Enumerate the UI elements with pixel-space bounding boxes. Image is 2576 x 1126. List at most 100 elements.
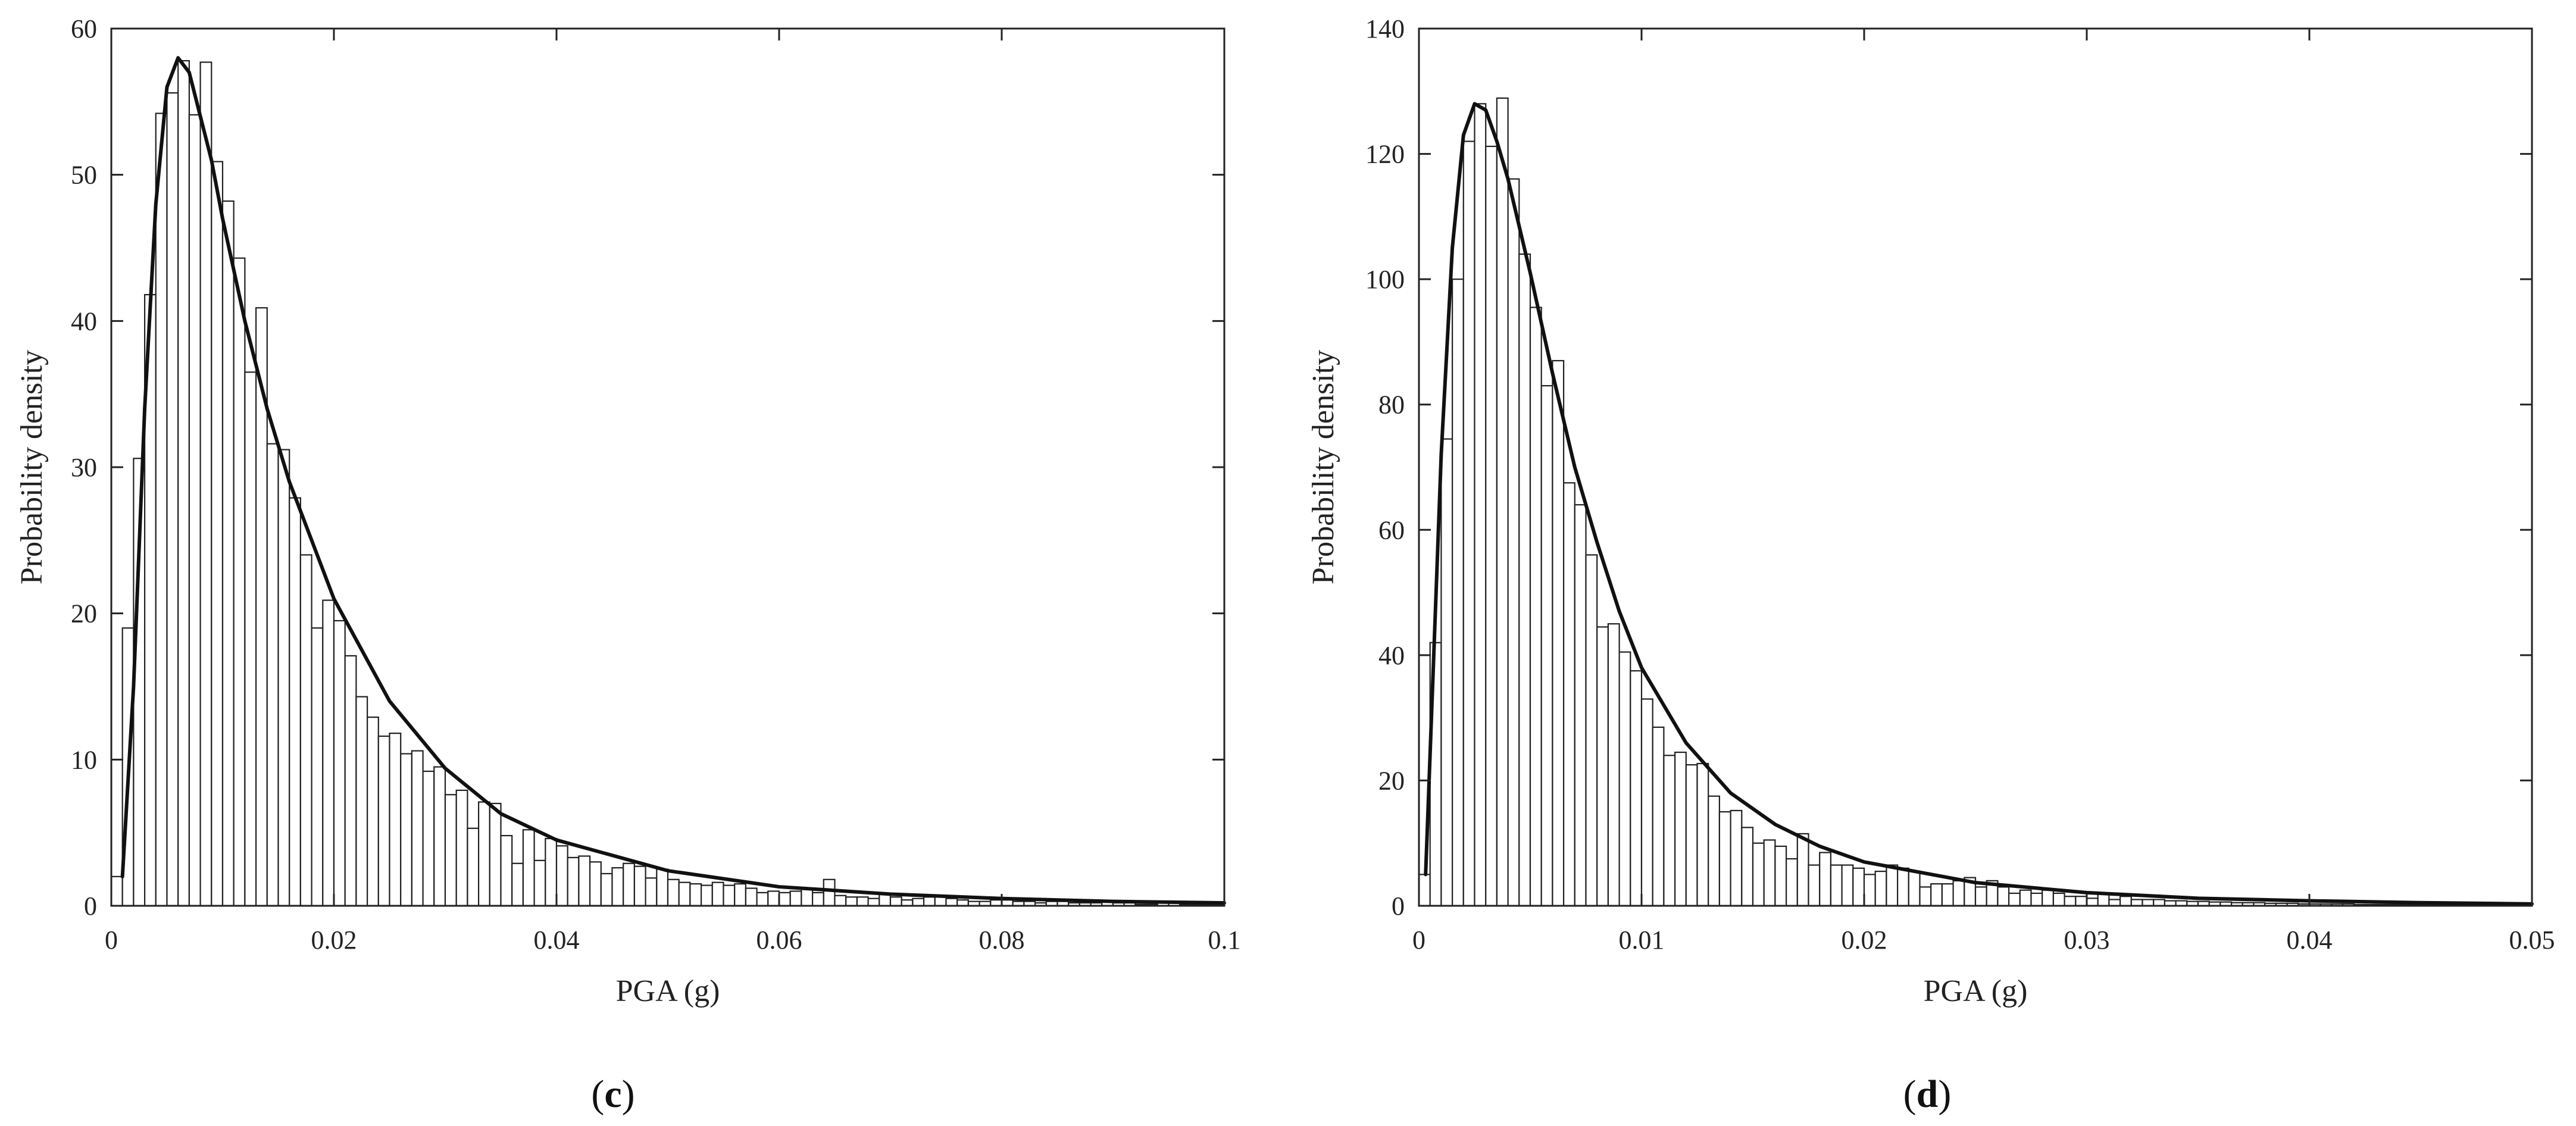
panel-d-histogram-bar: [1796, 833, 1809, 907]
panel-d-histogram-bar: [2130, 899, 2143, 907]
panel-c-histogram-bar: [923, 896, 936, 907]
panel-c-histogram-bar: [545, 837, 558, 907]
panel-c-y-tick-label: 50: [71, 161, 97, 190]
panel-c-histogram-bar: [533, 859, 546, 907]
panel-d-histogram-bar: [1919, 886, 1932, 907]
panel-c-y-tick-label: 60: [71, 14, 97, 43]
panel-c-histogram-bar: [611, 867, 624, 907]
panel-d-histogram-bar: [1474, 103, 1487, 907]
panel-c-x-axis-label: PGA (g): [616, 974, 720, 1008]
panel-c-y-tick-label: 30: [71, 453, 97, 482]
panel-d-histogram-bar: [1640, 698, 1653, 907]
panel-c-histogram-bar: [277, 449, 290, 907]
panel-c-y-tick-label: 20: [71, 599, 97, 628]
panel-c-fit-curve: [120, 56, 1226, 905]
panel-c-histogram-bar: [511, 862, 524, 907]
panel-d-x-tick-label: 0.05: [2509, 925, 2555, 955]
panel-c-caption-open: (: [591, 1072, 604, 1116]
panel-c-histogram-bar: [188, 114, 201, 907]
panel-d-histogram-bar: [1630, 670, 1643, 907]
panel-c-histogram-bar: [500, 834, 513, 907]
panel-c-histogram-bar: [711, 881, 724, 907]
panel-c-histogram-bar: [801, 887, 814, 907]
panel-c-caption: (c): [591, 1072, 634, 1116]
panel-d-histogram-bar: [1518, 253, 1531, 907]
panel-c-histogram-bar: [244, 371, 257, 907]
panel-c-histogram-bar: [155, 112, 168, 907]
panel-c-histogram-bar: [400, 753, 413, 907]
panel-c-histogram-bar: [589, 861, 602, 907]
panel-d-histogram-bar: [1752, 842, 1765, 907]
panel-d-x-tick-label: 0.04: [2287, 925, 2333, 955]
panel-d-histogram-bar: [1741, 827, 1754, 907]
panel-d-histogram-bar: [2075, 896, 2088, 907]
panel-d-histogram-bar: [1730, 809, 1743, 907]
panel-d-caption-letter: d: [1917, 1072, 1939, 1116]
panel-d-x-tick-label: 0.02: [1842, 925, 1887, 955]
panel-d-x-tick-label: 0.01: [1619, 925, 1665, 955]
panel-c-histogram-bar: [489, 802, 502, 907]
panel-d-histogram-bar: [1507, 178, 1520, 907]
panel-c-histogram-bar: [110, 875, 123, 907]
panel-c-histogram-bar: [299, 554, 312, 907]
panel-d-y-tick-label: 120: [1365, 140, 1405, 169]
panel-d-histogram-bar: [1774, 845, 1787, 907]
panel-c-histogram-bar: [366, 716, 379, 907]
panel-d-caption-open: (: [1903, 1072, 1917, 1116]
panel-d-histogram-bar: [2086, 897, 2099, 907]
panel-c-histogram-bar: [845, 896, 858, 907]
panel-c-y-tick-label: 40: [71, 306, 97, 336]
panel-d-histogram-bar: [1674, 751, 1687, 907]
panel-d-histogram-bar: [1841, 864, 1854, 907]
panel-d-y-tick-label: 100: [1365, 265, 1405, 294]
panel-d-histogram-bar: [2064, 896, 2077, 907]
panel-d-histogram-bar: [2142, 899, 2155, 907]
panel-d-histogram-bar: [2019, 889, 2032, 907]
panel-c-histogram-bar: [467, 827, 480, 907]
panel-c-histogram-bar: [578, 855, 591, 907]
panel-d-histogram-bar: [1462, 140, 1475, 907]
panel-c-histogram-bar: [389, 733, 402, 907]
panel-d-y-tick-label: 40: [1378, 641, 1405, 670]
panel-c-histogram-bar: [567, 856, 580, 907]
panel-c-histogram-bar: [266, 443, 279, 907]
panel-c-histogram-bar: [767, 890, 780, 907]
panel-c-x-tick-label: 0.06: [756, 925, 802, 955]
panel-d-histogram-bar: [1552, 359, 1565, 907]
panel-d-fit-curve: [1424, 102, 2534, 906]
panel-d-histogram-bar: [1452, 279, 1464, 907]
panel-d-histogram-bar: [1997, 886, 2010, 907]
panel-d-histogram-bar: [1974, 886, 1987, 907]
panel-c-x-tick-label: 0.02: [311, 925, 357, 955]
panel-d-histogram-bar: [1718, 811, 1731, 907]
panel-d-histogram-bar: [2119, 896, 2132, 907]
panel-c-histogram-bar: [444, 794, 457, 907]
panel-d-histogram-bar: [1808, 864, 1821, 907]
panel-c-histogram-bar: [834, 894, 847, 907]
panel-c-histogram-bar: [867, 897, 880, 907]
panel-c-histogram-bar: [311, 627, 324, 907]
panel-c-histogram-bar: [344, 655, 357, 907]
panel-d-histogram-bar: [1908, 870, 1921, 907]
panel-c-histogram-bar: [678, 881, 691, 907]
panel-d-histogram-bar: [1563, 482, 1575, 907]
panel-d-histogram-bar: [1897, 867, 1909, 907]
panel-c-histogram-bar: [411, 750, 424, 907]
panel-d-histogram-bar: [2008, 892, 2021, 907]
panel-d-axes-box: [1418, 27, 2533, 907]
panel-c-histogram-bar: [945, 897, 958, 907]
panel-c-x-tick-label: 0.04: [534, 925, 580, 955]
panel-d-histogram-bar: [1585, 554, 1598, 907]
panel-c-histogram-bar: [477, 801, 490, 907]
panel-c-histogram-bar: [455, 789, 468, 907]
panel-d-histogram-bar: [1540, 385, 1553, 907]
panel-d-histogram-bar: [1941, 883, 1954, 907]
panel-c-histogram-bar: [623, 862, 635, 907]
panel-c-histogram-bar: [879, 893, 892, 907]
panel-d-histogram-bar: [1863, 874, 1876, 907]
panel-c-chart: 0 0.02 0.04 0.06 0.08 0.1 0 10 20 30 40 50 60 PGA (g)…: [15, 14, 1241, 1008]
panel-d-y-axis-label: Probability density: [1306, 350, 1340, 584]
panel-c-histogram-bar: [656, 868, 669, 907]
panel-c-x-tick-label: 0.1: [1208, 925, 1241, 955]
